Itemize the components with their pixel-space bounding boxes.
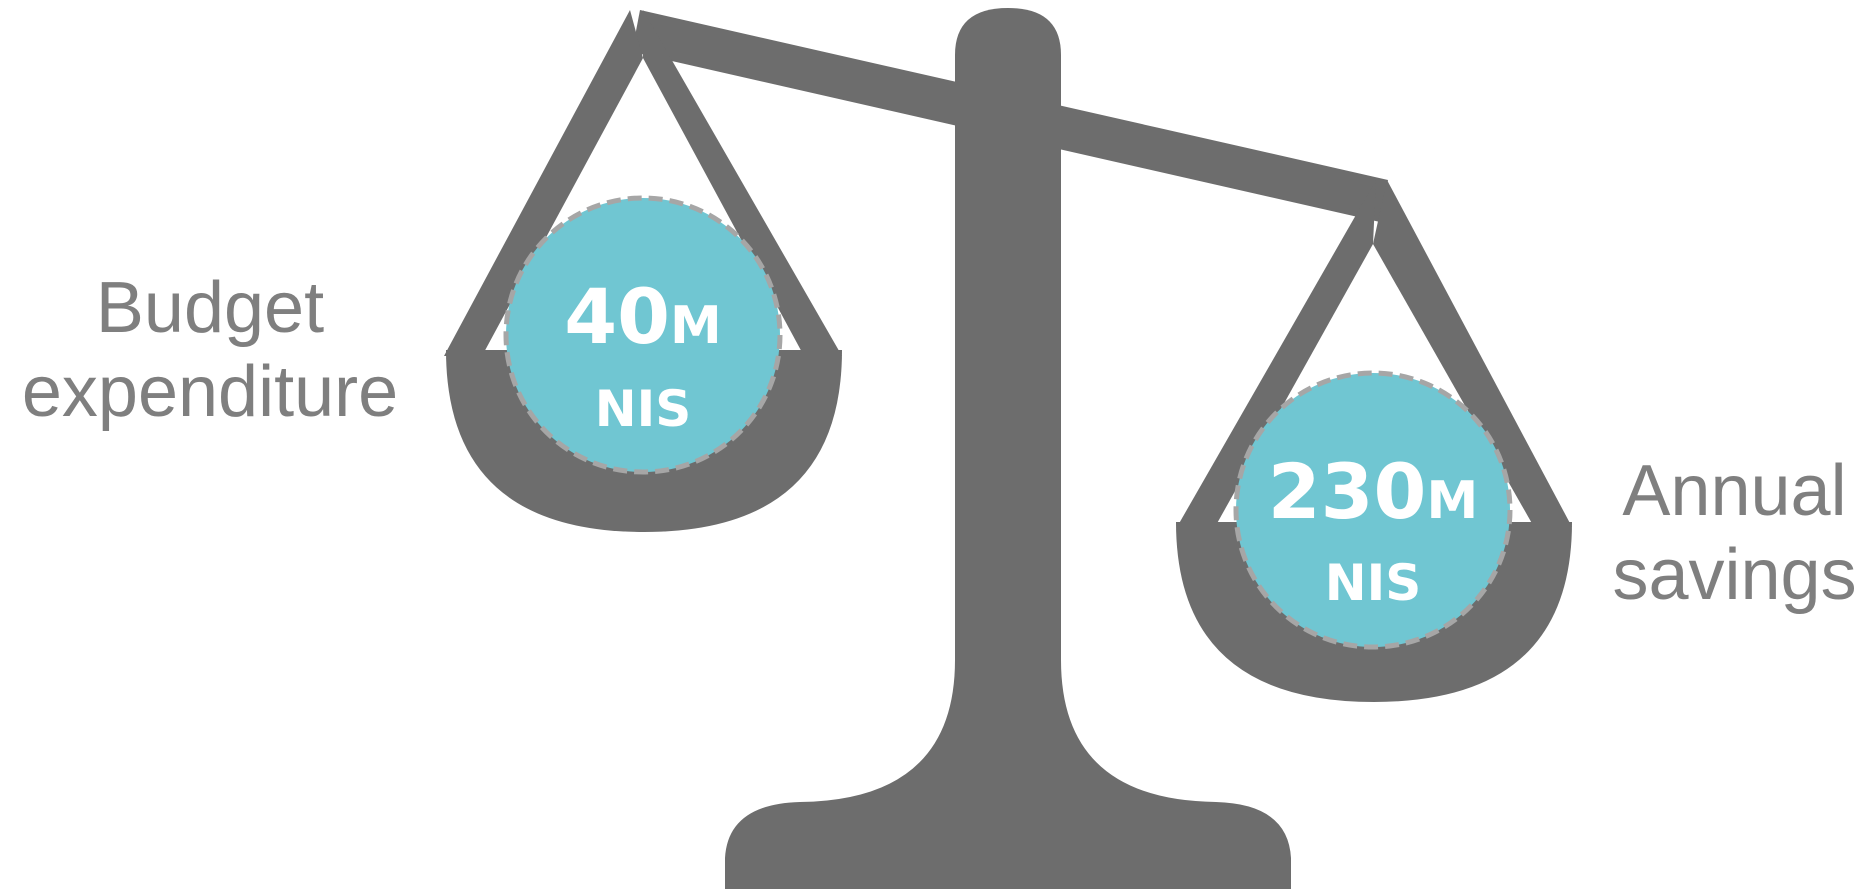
left-pan-label-line2: expenditure: [21, 352, 399, 432]
right-pan-circle: 230M NIS: [1233, 370, 1513, 650]
right-pan-label: Annual savings: [1596, 449, 1873, 617]
left-pan-amount: 40M: [564, 272, 722, 361]
left-pan-label: Budget expenditure: [0, 266, 420, 434]
scale-base: [725, 540, 1291, 889]
right-pan-label-line1: Annual: [1622, 451, 1847, 531]
right-pan-label-line2: savings: [1612, 535, 1857, 615]
left-pan-circle: 40M NIS: [503, 195, 783, 475]
right-pan-amount: 230M: [1268, 447, 1478, 536]
scale-post: [955, 8, 1061, 560]
left-pan-currency: NIS: [595, 380, 691, 438]
left-pan-label-line1: Budget: [95, 268, 325, 348]
right-pan-currency: NIS: [1325, 554, 1421, 612]
